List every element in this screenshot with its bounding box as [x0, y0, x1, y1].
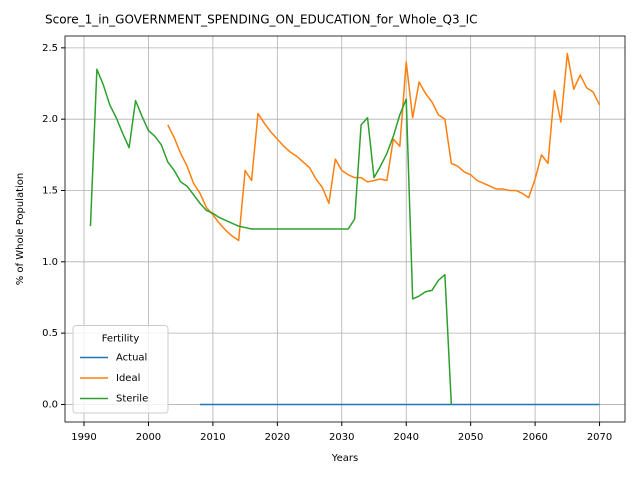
x-tick-label: 2060	[522, 432, 547, 443]
chart-title: Score_1_in_GOVERNMENT_SPENDING_ON_EDUCAT…	[45, 13, 478, 27]
legend-box	[72, 325, 169, 414]
legend-title: Fertility	[102, 334, 140, 345]
legend-label: Ideal	[116, 373, 140, 384]
legend-label: Actual	[116, 353, 147, 364]
legend-label: Sterile	[116, 394, 148, 405]
x-tick-label: 1990	[71, 432, 96, 443]
y-tick-label: 2.5	[42, 43, 58, 54]
y-tick-label: 1.5	[42, 185, 58, 196]
x-tick-label: 2010	[200, 432, 225, 443]
line-series	[167, 52, 601, 242]
y-axis-label: % of Whole Population	[15, 173, 26, 286]
x-tick-label: 2030	[329, 432, 354, 443]
line-series	[89, 68, 453, 405]
y-tick-label: 2.0	[42, 114, 58, 125]
y-tick-label: 1.0	[42, 257, 58, 268]
x-axis-label: Years	[331, 453, 358, 464]
x-tick-label: 2050	[458, 432, 483, 443]
axes-frame	[64, 35, 626, 423]
y-tick-label: 0.5	[42, 328, 58, 339]
y-tick-label: 0.0	[42, 399, 58, 410]
x-tick-label: 2070	[587, 432, 612, 443]
x-tick-label: 2020	[265, 432, 290, 443]
x-tick-label: 2040	[393, 432, 418, 443]
x-tick-label: 2000	[136, 432, 161, 443]
